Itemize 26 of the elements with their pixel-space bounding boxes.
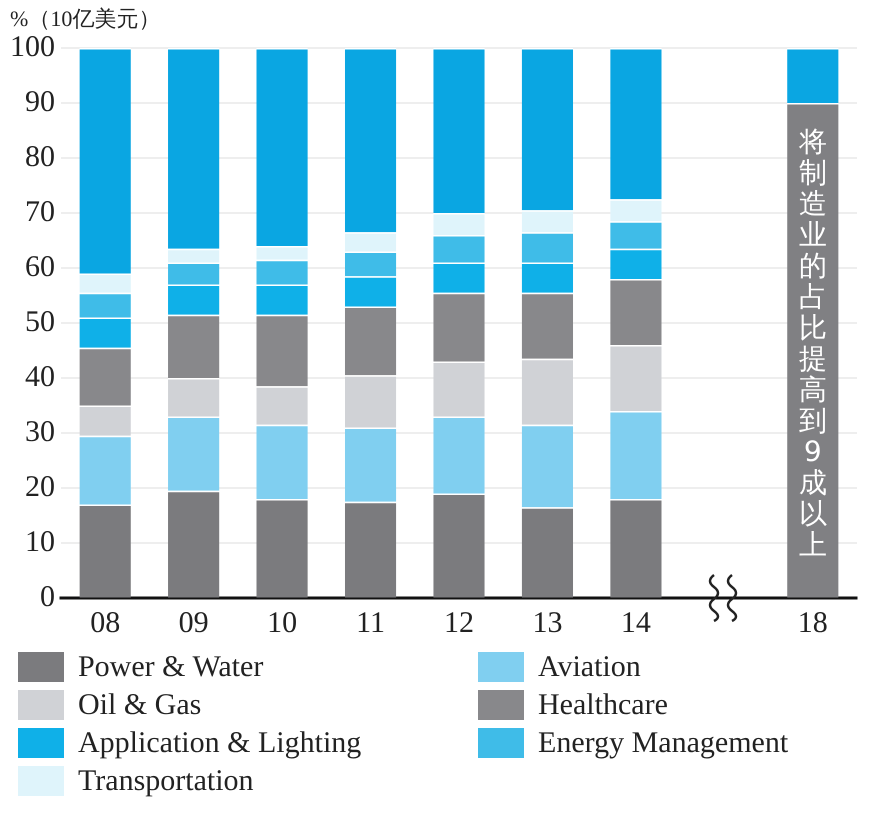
x-tick-label: 08	[90, 606, 120, 639]
legend-label: Aviation	[538, 650, 641, 684]
y-tick-label: 40	[25, 360, 55, 393]
legend-label: Energy Management	[538, 726, 788, 760]
y-tick-label: 10	[25, 524, 55, 558]
x-tick-label: 13	[532, 606, 562, 639]
legend-label: Application & Lighting	[78, 726, 362, 760]
x-tick-label: 11	[356, 606, 385, 639]
text: 将制造业的占比提高到9成以上	[798, 125, 827, 561]
legend-label: Oil & Gas	[78, 688, 202, 722]
y-tick-label: 20	[25, 470, 55, 503]
y-tick-label: 90	[25, 84, 55, 118]
y-tick-label: 80	[25, 140, 55, 173]
y-tick-label: 60	[25, 250, 55, 283]
y-tick-label: 0	[40, 580, 55, 613]
legend-label: Healthcare	[538, 688, 668, 722]
y-tick-label: 70	[25, 194, 55, 228]
legend-label: Power & Water	[78, 650, 264, 684]
x-tick-label: 18	[798, 606, 828, 639]
y-tick-label: 30	[25, 414, 55, 448]
x-tick-label: 12	[444, 606, 474, 639]
x-tick-label: 10	[267, 606, 298, 639]
x-tick-label: 14	[620, 606, 651, 639]
x-tick-label: 09	[178, 606, 209, 639]
y-tick-label: 50	[25, 304, 55, 338]
legend-label: Transportation	[78, 764, 254, 798]
